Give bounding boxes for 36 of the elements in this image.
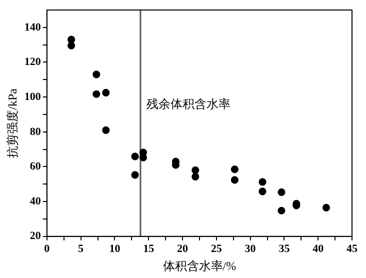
y-tick-label: 100 (24, 90, 42, 103)
x-tick-label: 15 (143, 242, 155, 255)
x-tick-label: 30 (244, 242, 256, 255)
y-tick-label: 40 (30, 195, 42, 208)
x-tick-label: 25 (210, 242, 222, 255)
x-tick-label: 0 (44, 242, 50, 255)
point (258, 178, 266, 186)
y-tick-label: 20 (30, 230, 42, 242)
point (92, 70, 100, 78)
y-tick-label: 60 (30, 160, 42, 173)
point (131, 152, 139, 160)
point (68, 42, 76, 50)
point (102, 88, 110, 97)
x-tick-label: 45 (346, 242, 358, 255)
x-tick-label: 40 (312, 242, 324, 255)
y-tick-label: 140 (24, 21, 42, 34)
y-tick-label: 120 (24, 56, 42, 68)
point (230, 176, 239, 184)
x-tick-label: 35 (278, 242, 290, 255)
point (278, 206, 286, 214)
point (102, 126, 110, 134)
point (131, 171, 139, 179)
ref-line-label: 残余体积含水率 (146, 97, 230, 112)
y-axis-title: 抗剪强度/kPa (5, 88, 20, 158)
point (192, 172, 200, 180)
point (192, 166, 200, 174)
x-axis-title: 体积含水率/% (162, 258, 236, 273)
x-tick-label: 5 (78, 242, 84, 255)
x-tick-label: 10 (109, 242, 121, 255)
point (322, 204, 330, 212)
point (258, 188, 266, 196)
x-tick-label: 20 (177, 242, 188, 255)
y-tick-label: 80 (30, 126, 42, 138)
point (278, 188, 286, 196)
point (92, 90, 100, 98)
point (230, 166, 239, 174)
